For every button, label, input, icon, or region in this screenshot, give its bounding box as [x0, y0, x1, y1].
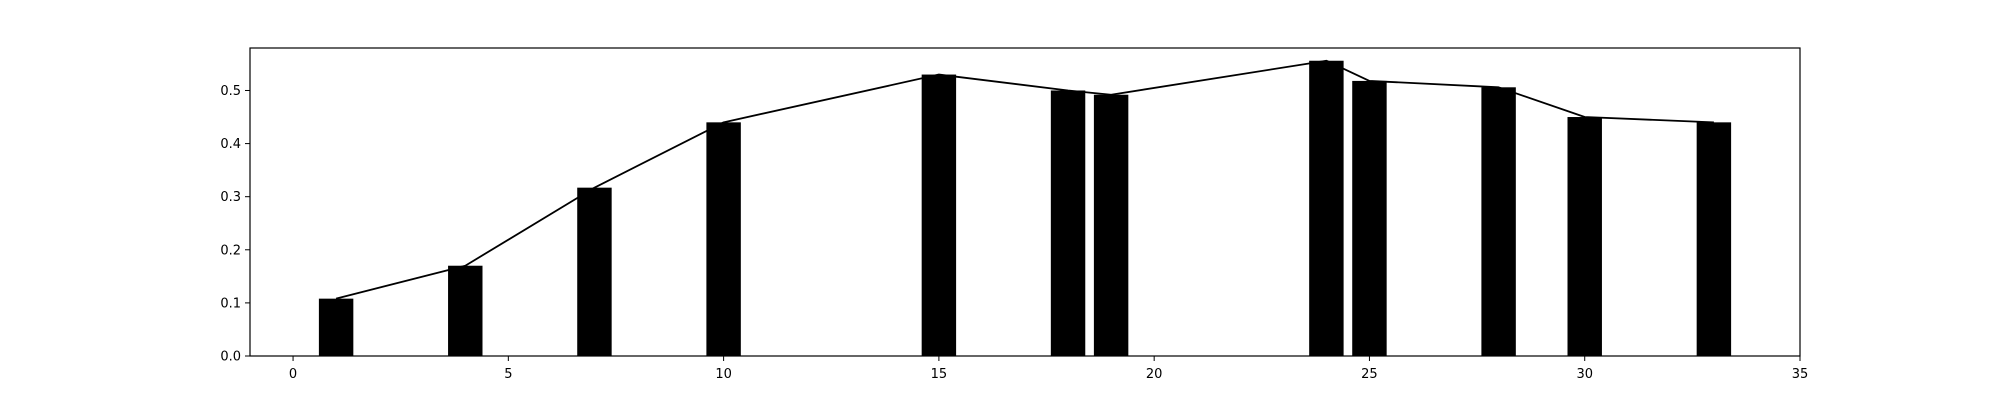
bar-4	[921, 74, 957, 357]
bar-1	[448, 265, 483, 356]
x-axis: 0 5 10 15 20 25 30 35	[289, 356, 1808, 382]
x-tick-label-2: 10	[715, 367, 732, 382]
y-axis: 0.0 0.1 0.2 0.3 0.4 0.5	[220, 84, 250, 365]
x-tick-label-6: 30	[1576, 367, 1593, 382]
bar-8	[1352, 80, 1387, 357]
y-tick-label-5: 0.5	[220, 84, 241, 99]
y-tick-label-1: 0.1	[220, 296, 241, 311]
y-tick-label-2: 0.2	[220, 243, 241, 258]
x-tick-label-1: 5	[504, 367, 512, 382]
x-tick-label-4: 20	[1146, 367, 1163, 382]
bar-series	[318, 60, 1732, 357]
y-tick-label-0: 0.0	[220, 350, 241, 365]
bar-5	[1050, 90, 1086, 356]
series-line	[335, 59, 1714, 300]
x-tick-label-7: 35	[1792, 367, 1809, 382]
bar-2	[577, 187, 612, 356]
line-series	[335, 59, 1714, 300]
x-tick-label-0: 0	[289, 367, 297, 382]
plot-frame	[249, 47, 1801, 357]
y-tick-label-3: 0.3	[220, 190, 241, 205]
x-tick-label-3: 15	[931, 367, 948, 382]
y-tick-label-4: 0.4	[220, 137, 241, 152]
bar-9	[1481, 87, 1516, 357]
bar-10	[1567, 117, 1602, 356]
bar-6	[1093, 94, 1129, 356]
bar-0	[318, 298, 354, 356]
bar-7	[1309, 60, 1344, 357]
bar-11	[1696, 122, 1732, 356]
bar-3	[706, 122, 741, 356]
x-tick-label-5: 25	[1361, 367, 1378, 382]
